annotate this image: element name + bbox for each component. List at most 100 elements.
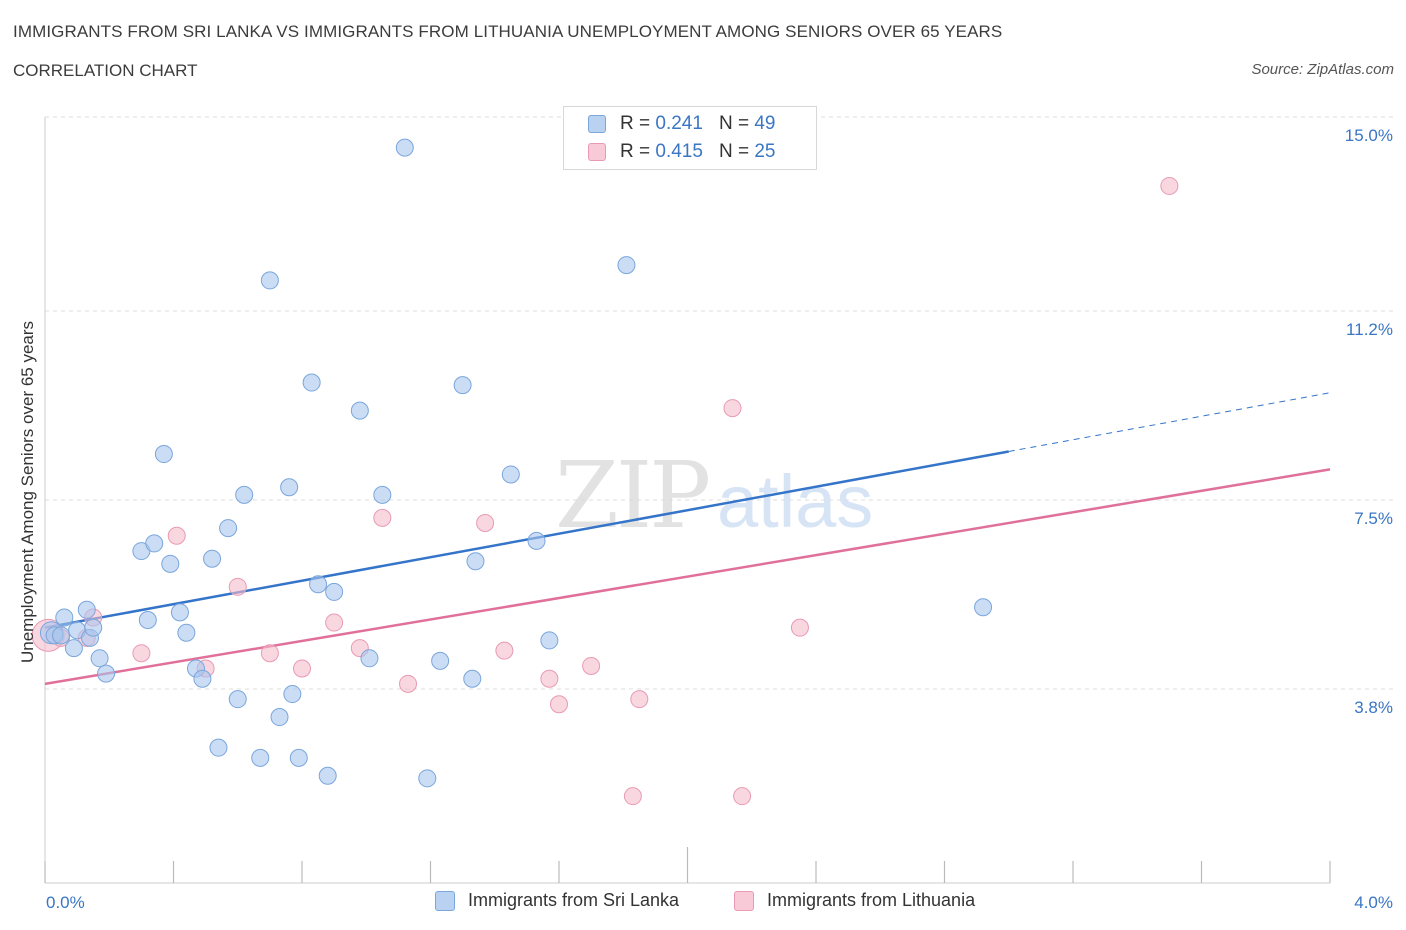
point-sri-lanka: [360, 649, 379, 668]
point-sri-lanka: [260, 271, 279, 290]
point-sri-lanka: [84, 618, 103, 637]
n-label: N =: [718, 141, 750, 162]
point-sri-lanka: [463, 669, 482, 688]
point-sri-lanka: [154, 445, 173, 464]
trend-line-lithuania: [44, 468, 1331, 686]
point-sri-lanka: [64, 639, 83, 658]
point-sri-lanka: [309, 575, 328, 594]
point-sri-lanka: [302, 373, 321, 392]
chart-title: IMMIGRANTS FROM SRI LANKA VS IMMIGRANTS …: [13, 22, 1003, 41]
watermark-zip: ZIP: [555, 442, 708, 549]
chart-subtitle: CORRELATION CHART: [13, 61, 198, 80]
point-sri-lanka: [138, 611, 157, 630]
watermark: ZIP atlas: [555, 442, 873, 549]
x-tick-label: 4.0%: [1354, 893, 1393, 912]
point-sri-lanka: [283, 685, 302, 704]
point-sri-lanka: [193, 669, 212, 688]
point-lithuania: [325, 613, 344, 632]
point-lithuania: [582, 656, 601, 675]
watermark-atlas: atlas: [717, 460, 873, 543]
point-sri-lanka: [453, 376, 472, 395]
legend-item-sri-lanka: Immigrants from Sri Lanka: [435, 890, 679, 911]
trend-lines: [44, 392, 1331, 686]
point-lithuania: [630, 690, 649, 709]
point-sri-lanka: [270, 708, 289, 727]
legend-item-lithuania: Immigrants from Lithuania: [734, 890, 975, 911]
trend-line-extension: [1008, 392, 1331, 452]
legend-row-sri-lanka: R = 0.241 N = 49: [588, 112, 775, 136]
y-tick-label: 3.8%: [1354, 698, 1393, 717]
legend-swatch-pink: [588, 143, 606, 161]
point-lithuania: [373, 508, 392, 527]
point-lithuania: [723, 399, 742, 418]
legend-swatch-blue: [435, 890, 455, 911]
r-label: R =: [620, 113, 651, 134]
point-sri-lanka: [90, 649, 109, 668]
point-lithuania: [293, 659, 311, 678]
y-tick-label: 11.2%: [1346, 320, 1393, 339]
point-sri-lanka: [431, 651, 450, 670]
point-sri-lanka: [325, 582, 344, 601]
point-sri-lanka: [318, 766, 337, 785]
point-sri-lanka: [373, 485, 392, 504]
point-lithuania: [260, 644, 279, 663]
point-sri-lanka: [289, 748, 308, 767]
point-sri-lanka: [177, 623, 196, 642]
r-value: 0.415: [655, 141, 703, 162]
legend-swatch-pink: [734, 890, 754, 911]
point-sri-lanka: [228, 690, 247, 709]
point-sri-lanka: [251, 748, 270, 767]
point-sri-lanka: [55, 608, 74, 627]
y-tick-label: 7.5%: [1354, 509, 1393, 528]
point-sri-lanka: [395, 138, 414, 157]
legend-label: Immigrants from Lithuania: [767, 890, 976, 910]
tick-labels: 3.8% 7.5% 11.2% 15.0% 0.0% 4.0%: [46, 126, 1393, 912]
point-lithuania: [132, 644, 151, 663]
point-sri-lanka: [527, 531, 546, 550]
point-sri-lanka: [77, 600, 96, 619]
legend-label: Immigrants from Sri Lanka: [468, 890, 680, 910]
point-lithuania: [540, 669, 559, 688]
point-sri-lanka: [97, 664, 116, 683]
axes: [44, 117, 1331, 884]
point-sri-lanka: [203, 549, 222, 568]
point-sri-lanka: [145, 534, 164, 553]
point-sri-lanka: [974, 598, 993, 617]
point-lithuania: [167, 526, 186, 545]
point-sri-lanka: [466, 552, 485, 571]
data-points: [31, 138, 1179, 806]
point-lithuania: [623, 787, 642, 806]
stats-legend: R = 0.241 N = 49 R = 0.415 N = 25: [563, 106, 817, 170]
n-value: 25: [754, 141, 776, 162]
trend-line-sri-lanka: [44, 450, 1009, 629]
point-lithuania: [1160, 176, 1179, 195]
n-value: 49: [754, 113, 776, 134]
point-lithuania: [228, 577, 247, 596]
point-sri-lanka: [350, 401, 369, 420]
point-sri-lanka: [617, 256, 636, 275]
point-sri-lanka: [52, 626, 71, 645]
n-label: N =: [718, 113, 750, 134]
r-label: R =: [620, 141, 651, 162]
point-sri-lanka: [235, 485, 254, 504]
point-lithuania: [399, 674, 418, 693]
point-lithuania: [550, 695, 568, 714]
point-sri-lanka: [170, 603, 189, 622]
point-lithuania: [476, 513, 495, 532]
point-sri-lanka: [161, 554, 180, 573]
gridlines: [45, 116, 1395, 690]
legend-row-lithuania: R = 0.415 N = 25: [588, 140, 775, 164]
point-sri-lanka: [501, 465, 520, 484]
point-lithuania: [495, 641, 514, 660]
point-sri-lanka: [418, 769, 437, 788]
point-lithuania: [790, 618, 809, 637]
source-credit: Source: ZipAtlas.com: [1251, 61, 1394, 78]
point-lithuania: [733, 787, 752, 806]
point-sri-lanka: [209, 738, 228, 757]
series-legend: Immigrants from Sri Lanka Immigrants fro…: [0, 890, 1406, 916]
point-sri-lanka: [280, 478, 299, 497]
y-tick-label: 15.0%: [1345, 126, 1393, 145]
y-axis-label: Unemployment Among Seniors over 65 years: [18, 320, 37, 664]
r-value: 0.241: [655, 113, 703, 134]
